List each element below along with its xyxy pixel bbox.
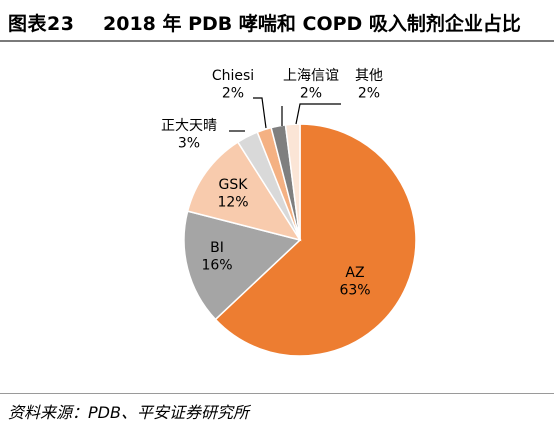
slice-label-4: Chiesi 2% bbox=[212, 68, 254, 102]
slice-label-line: 正大天晴 bbox=[161, 118, 217, 134]
pie-slice-1 bbox=[183, 210, 302, 321]
slice-label-line: 其他 bbox=[355, 68, 383, 84]
slice-label-3: 正大天晴 3% bbox=[161, 118, 217, 152]
slice-label-line: Chiesi bbox=[212, 68, 254, 84]
source-note: 资料来源：PDB、平安证券研究所 bbox=[8, 403, 249, 422]
leader-line-4 bbox=[253, 97, 267, 129]
slice-label-line: GSK bbox=[219, 177, 249, 193]
slice-label-line: 2% bbox=[222, 86, 244, 102]
chart-title: 2018 年 PDB 哮喘和 COPD 吸入制剂企业占比 bbox=[103, 13, 521, 35]
slice-label-line: AZ bbox=[345, 265, 364, 281]
pie-slice-2 bbox=[186, 141, 302, 242]
slice-label-line: 12% bbox=[217, 195, 248, 211]
slice-label-line: 3% bbox=[178, 136, 200, 152]
slice-label-0: AZ 63% bbox=[339, 265, 370, 299]
figure-label: 图表23 bbox=[8, 13, 75, 35]
slice-label-line: 2% bbox=[358, 86, 380, 102]
pie-slice-6 bbox=[284, 123, 301, 241]
header-divider bbox=[0, 40, 554, 42]
slice-label-6: 其他 2% bbox=[355, 68, 383, 102]
slice-label-line: 63% bbox=[339, 283, 370, 299]
slice-label-line: 2% bbox=[300, 86, 322, 102]
pie-slice-0 bbox=[214, 123, 417, 357]
leader-line-6 bbox=[295, 103, 341, 125]
footer-divider bbox=[0, 393, 554, 394]
slice-label-1: BI 16% bbox=[201, 240, 232, 274]
slice-label-line: BI bbox=[210, 240, 224, 256]
slice-label-5: 上海信谊 2% bbox=[283, 68, 339, 102]
slice-label-line: 16% bbox=[201, 258, 232, 274]
figure-header: 图表23 2018 年 PDB 哮喘和 COPD 吸入制剂企业占比 bbox=[0, 0, 554, 42]
slice-label-line: 上海信谊 bbox=[283, 68, 339, 84]
slice-label-2: GSK 12% bbox=[217, 177, 248, 211]
